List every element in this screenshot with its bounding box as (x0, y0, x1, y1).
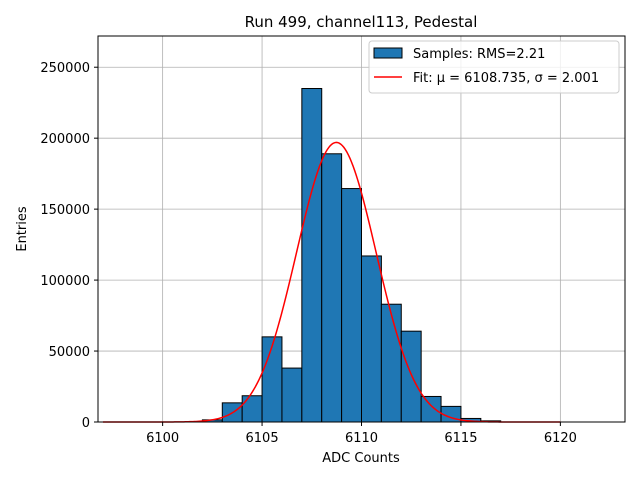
histogram-bar (321, 153, 343, 423)
x-tick-label: 6115 (444, 431, 477, 446)
legend-box (368, 40, 620, 94)
y-axis-label: Entries (15, 206, 30, 252)
x-tick-label: 6105 (246, 431, 279, 446)
y-tick-label: 150000 (40, 203, 90, 218)
histogram-bar (361, 255, 382, 423)
y-tick-label: 100000 (40, 274, 90, 289)
histogram-bar (420, 395, 442, 423)
x-tick-label: 6100 (146, 431, 179, 446)
histogram-bar (281, 367, 303, 423)
x-tick-label: 6110 (345, 431, 378, 446)
histogram-bar (241, 395, 263, 423)
x-axis-ticks: 6100 6105 6110 6115 6120 (146, 422, 577, 446)
y-tick-label: 0 (82, 416, 90, 431)
chart-title: Run 499, channel113, Pedestal (245, 13, 478, 31)
y-tick-label: 200000 (40, 132, 90, 147)
histogram-bar (400, 330, 422, 423)
x-axis-label: ADC Counts (322, 451, 400, 466)
y-tick-label: 250000 (40, 61, 90, 76)
histogram-bars (201, 88, 502, 423)
legend: Samples: RMS=2.21 Fit: μ = 6108.735, σ =… (368, 40, 620, 94)
x-tick-label: 6120 (544, 431, 577, 446)
y-axis-ticks: 0 50000 100000 150000 200000 250000 (40, 61, 98, 431)
legend-fit-label: Fit: μ = 6108.735, σ = 2.001 (413, 71, 599, 86)
histogram-bar (261, 336, 283, 423)
y-tick-label: 50000 (49, 345, 90, 360)
legend-histogram-label: Samples: RMS=2.21 (413, 47, 545, 62)
histogram-bar (301, 88, 323, 423)
histogram-bar (380, 303, 402, 423)
legend-histogram-swatch (373, 47, 403, 59)
histogram-bar (341, 188, 363, 423)
